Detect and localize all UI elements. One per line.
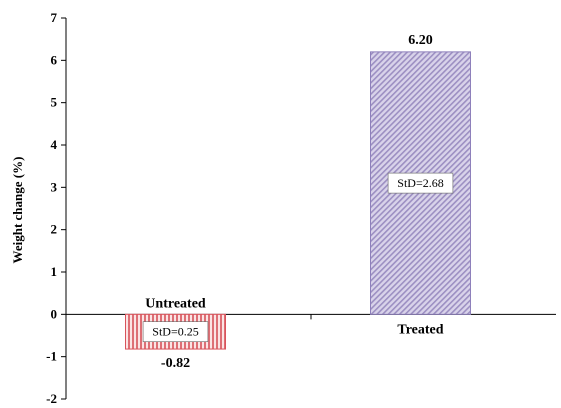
plot-area: -2 -1 0 1 2 3 4 5 6 7 -0.82 Untreated StD=0.25 6.20 Tr… xyxy=(46,10,556,406)
y-tick-label: 0 xyxy=(51,306,58,321)
y-tick-label: -2 xyxy=(46,391,57,406)
y-tick-label: 7 xyxy=(51,10,58,25)
y-tick-label: 6 xyxy=(51,52,58,67)
y-tick-label: -1 xyxy=(46,349,57,364)
y-tick-label: 4 xyxy=(51,137,58,152)
category-label-treated: Treated xyxy=(397,322,443,337)
category-label-untreated: Untreated xyxy=(145,296,206,311)
std-box-treated xyxy=(387,172,454,194)
y-tick-label: 5 xyxy=(51,95,58,110)
y-tick-label: 3 xyxy=(51,179,58,194)
y-axis-title: Weight change (%) xyxy=(10,157,25,264)
y-tick-label: 2 xyxy=(51,222,58,237)
std-label-untreated: StD=0.25 xyxy=(152,325,198,339)
std-label-treated: StD=2.68 xyxy=(397,176,443,190)
value-label-treated: 6.20 xyxy=(408,33,433,48)
y-tick-label: 1 xyxy=(51,264,58,279)
std-box-untreated xyxy=(142,321,209,342)
value-label-untreated: -0.82 xyxy=(161,356,190,371)
